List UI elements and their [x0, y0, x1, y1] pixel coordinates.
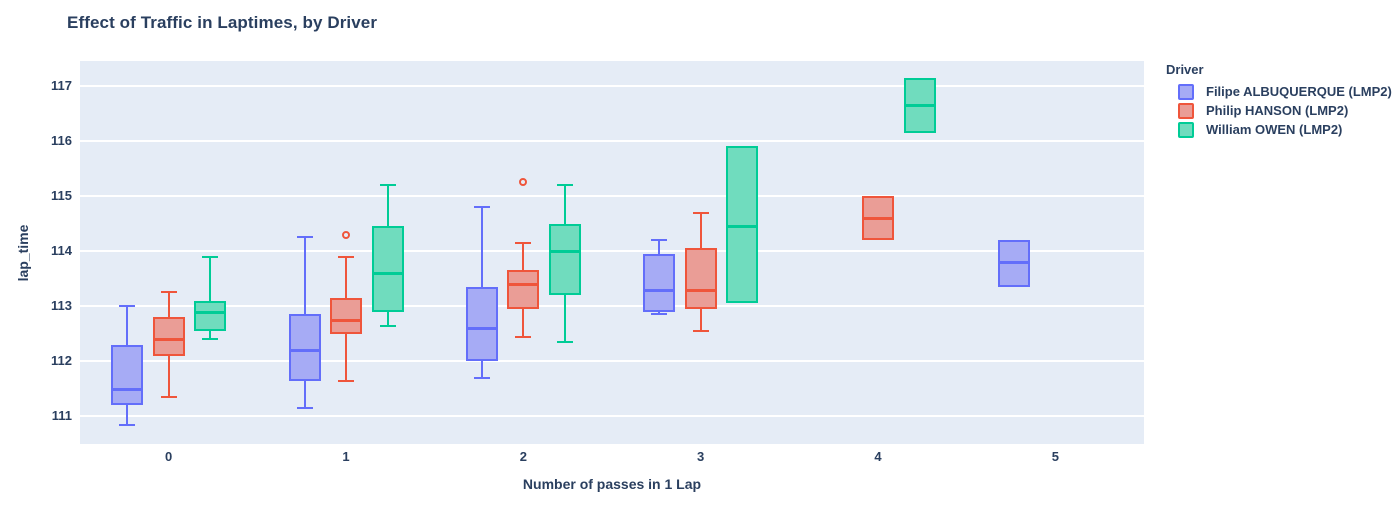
legend-swatch-icon: [1178, 83, 1194, 100]
box-william-x1[interactable]: [371, 226, 404, 312]
x-tick-label: 3: [697, 449, 705, 464]
legend-item-label: Filipe ALBUQUERQUE (LMP2): [1206, 84, 1392, 99]
box-philip-x0[interactable]: [152, 317, 185, 356]
gridline: [80, 305, 1144, 308]
gridline: [80, 250, 1144, 253]
box-william-x2[interactable]: [548, 223, 581, 296]
y-tick-label: 115: [51, 188, 72, 203]
plot-area[interactable]: [80, 61, 1144, 444]
x-tick-label: 4: [874, 449, 882, 464]
y-tick-label: 113: [51, 298, 72, 314]
outlier-point[interactable]: [519, 178, 528, 187]
x-axis-title: Number of passes in 1 Lap: [522, 476, 702, 492]
median-line: [864, 217, 892, 221]
whisker-cap-low: [202, 338, 219, 341]
whisker-cap-low: [338, 379, 354, 382]
whisker-cap-low: [473, 376, 490, 379]
box-philip-x3[interactable]: [684, 248, 717, 309]
gridline: [80, 84, 1144, 87]
chart-title: Effect of Traffic in Laptimes, by Driver: [67, 13, 378, 32]
median-line: [113, 387, 142, 391]
whisker-cap-low: [296, 407, 313, 410]
median-line: [728, 225, 757, 229]
gridline: [80, 139, 1144, 142]
box-filipe-x0[interactable]: [111, 344, 144, 406]
whisker-cap-high: [556, 183, 573, 186]
median-line: [332, 319, 360, 322]
whisker-cap-high: [651, 239, 668, 242]
whisker-line: [209, 256, 212, 340]
legend: Driver Filipe ALBUQUERQUE (LMP2) Philip …: [1166, 62, 1392, 139]
legend-item-william-owen[interactable]: William OWEN (LMP2): [1178, 120, 1392, 139]
median-line: [645, 288, 674, 292]
whisker-cap-low: [119, 423, 136, 426]
median-line: [373, 272, 402, 276]
outlier-point[interactable]: [342, 230, 350, 239]
whisker-cap-low: [379, 324, 396, 327]
whisker-cap-high: [692, 211, 709, 214]
y-tick-label: 112: [51, 353, 72, 369]
y-tick-label: 117: [51, 77, 72, 93]
median-line: [550, 250, 579, 254]
legend-item-label: William OWEN (LMP2): [1206, 122, 1343, 137]
whisker-cap-high: [296, 236, 313, 239]
whisker-cap-high: [379, 183, 396, 186]
legend-item-philip-hanson[interactable]: Philip HANSON (LMP2): [1178, 101, 1392, 120]
median-line: [467, 327, 496, 331]
median-line: [905, 104, 934, 108]
median-line: [509, 283, 538, 287]
x-tick-label: 0: [165, 449, 173, 464]
legend-item-label: Philip HANSON (LMP2): [1206, 103, 1349, 118]
box-philip-x2[interactable]: [507, 270, 540, 309]
median-line: [196, 310, 225, 314]
box-filipe-x2[interactable]: [465, 286, 498, 362]
legend-item-filipe-albuquerque[interactable]: Filipe ALBUQUERQUE (LMP2): [1178, 82, 1392, 101]
whisker-cap-low: [692, 330, 709, 333]
box-philip-x1[interactable]: [330, 297, 362, 334]
whisker-cap-high: [338, 255, 354, 258]
box-filipe-x3[interactable]: [643, 253, 676, 312]
legend-swatch-icon: [1178, 102, 1194, 119]
median-line: [686, 288, 715, 292]
y-tick-label: 116: [51, 132, 72, 148]
gridline: [80, 195, 1144, 197]
whisker-cap-low: [515, 335, 532, 338]
y-tick-label: 111: [51, 408, 72, 424]
x-tick-label: 2: [519, 449, 527, 464]
whisker-cap-low: [160, 396, 177, 399]
whisker-cap-low: [651, 313, 668, 316]
whisker-cap-high: [119, 305, 136, 308]
whisker-cap-high: [473, 206, 490, 209]
median-line: [999, 261, 1028, 265]
legend-swatch-icon: [1178, 121, 1194, 138]
box-filipe-x1[interactable]: [288, 314, 321, 381]
whisker-cap-high: [160, 291, 177, 294]
y-tick-label: 114: [51, 243, 72, 259]
x-tick-label: 5: [1051, 449, 1059, 464]
whisker-cap-high: [202, 255, 219, 258]
box-william-x0[interactable]: [194, 300, 227, 332]
median-line: [154, 338, 183, 342]
whisker-cap-low: [556, 341, 573, 344]
median-line: [290, 349, 319, 353]
gridline: [80, 360, 1144, 363]
legend-title: Driver: [1166, 62, 1204, 77]
box-william-x3[interactable]: [726, 146, 759, 304]
whisker-cap-high: [515, 241, 532, 244]
gridline: [80, 415, 1144, 418]
x-tick-label: 1: [342, 449, 350, 464]
